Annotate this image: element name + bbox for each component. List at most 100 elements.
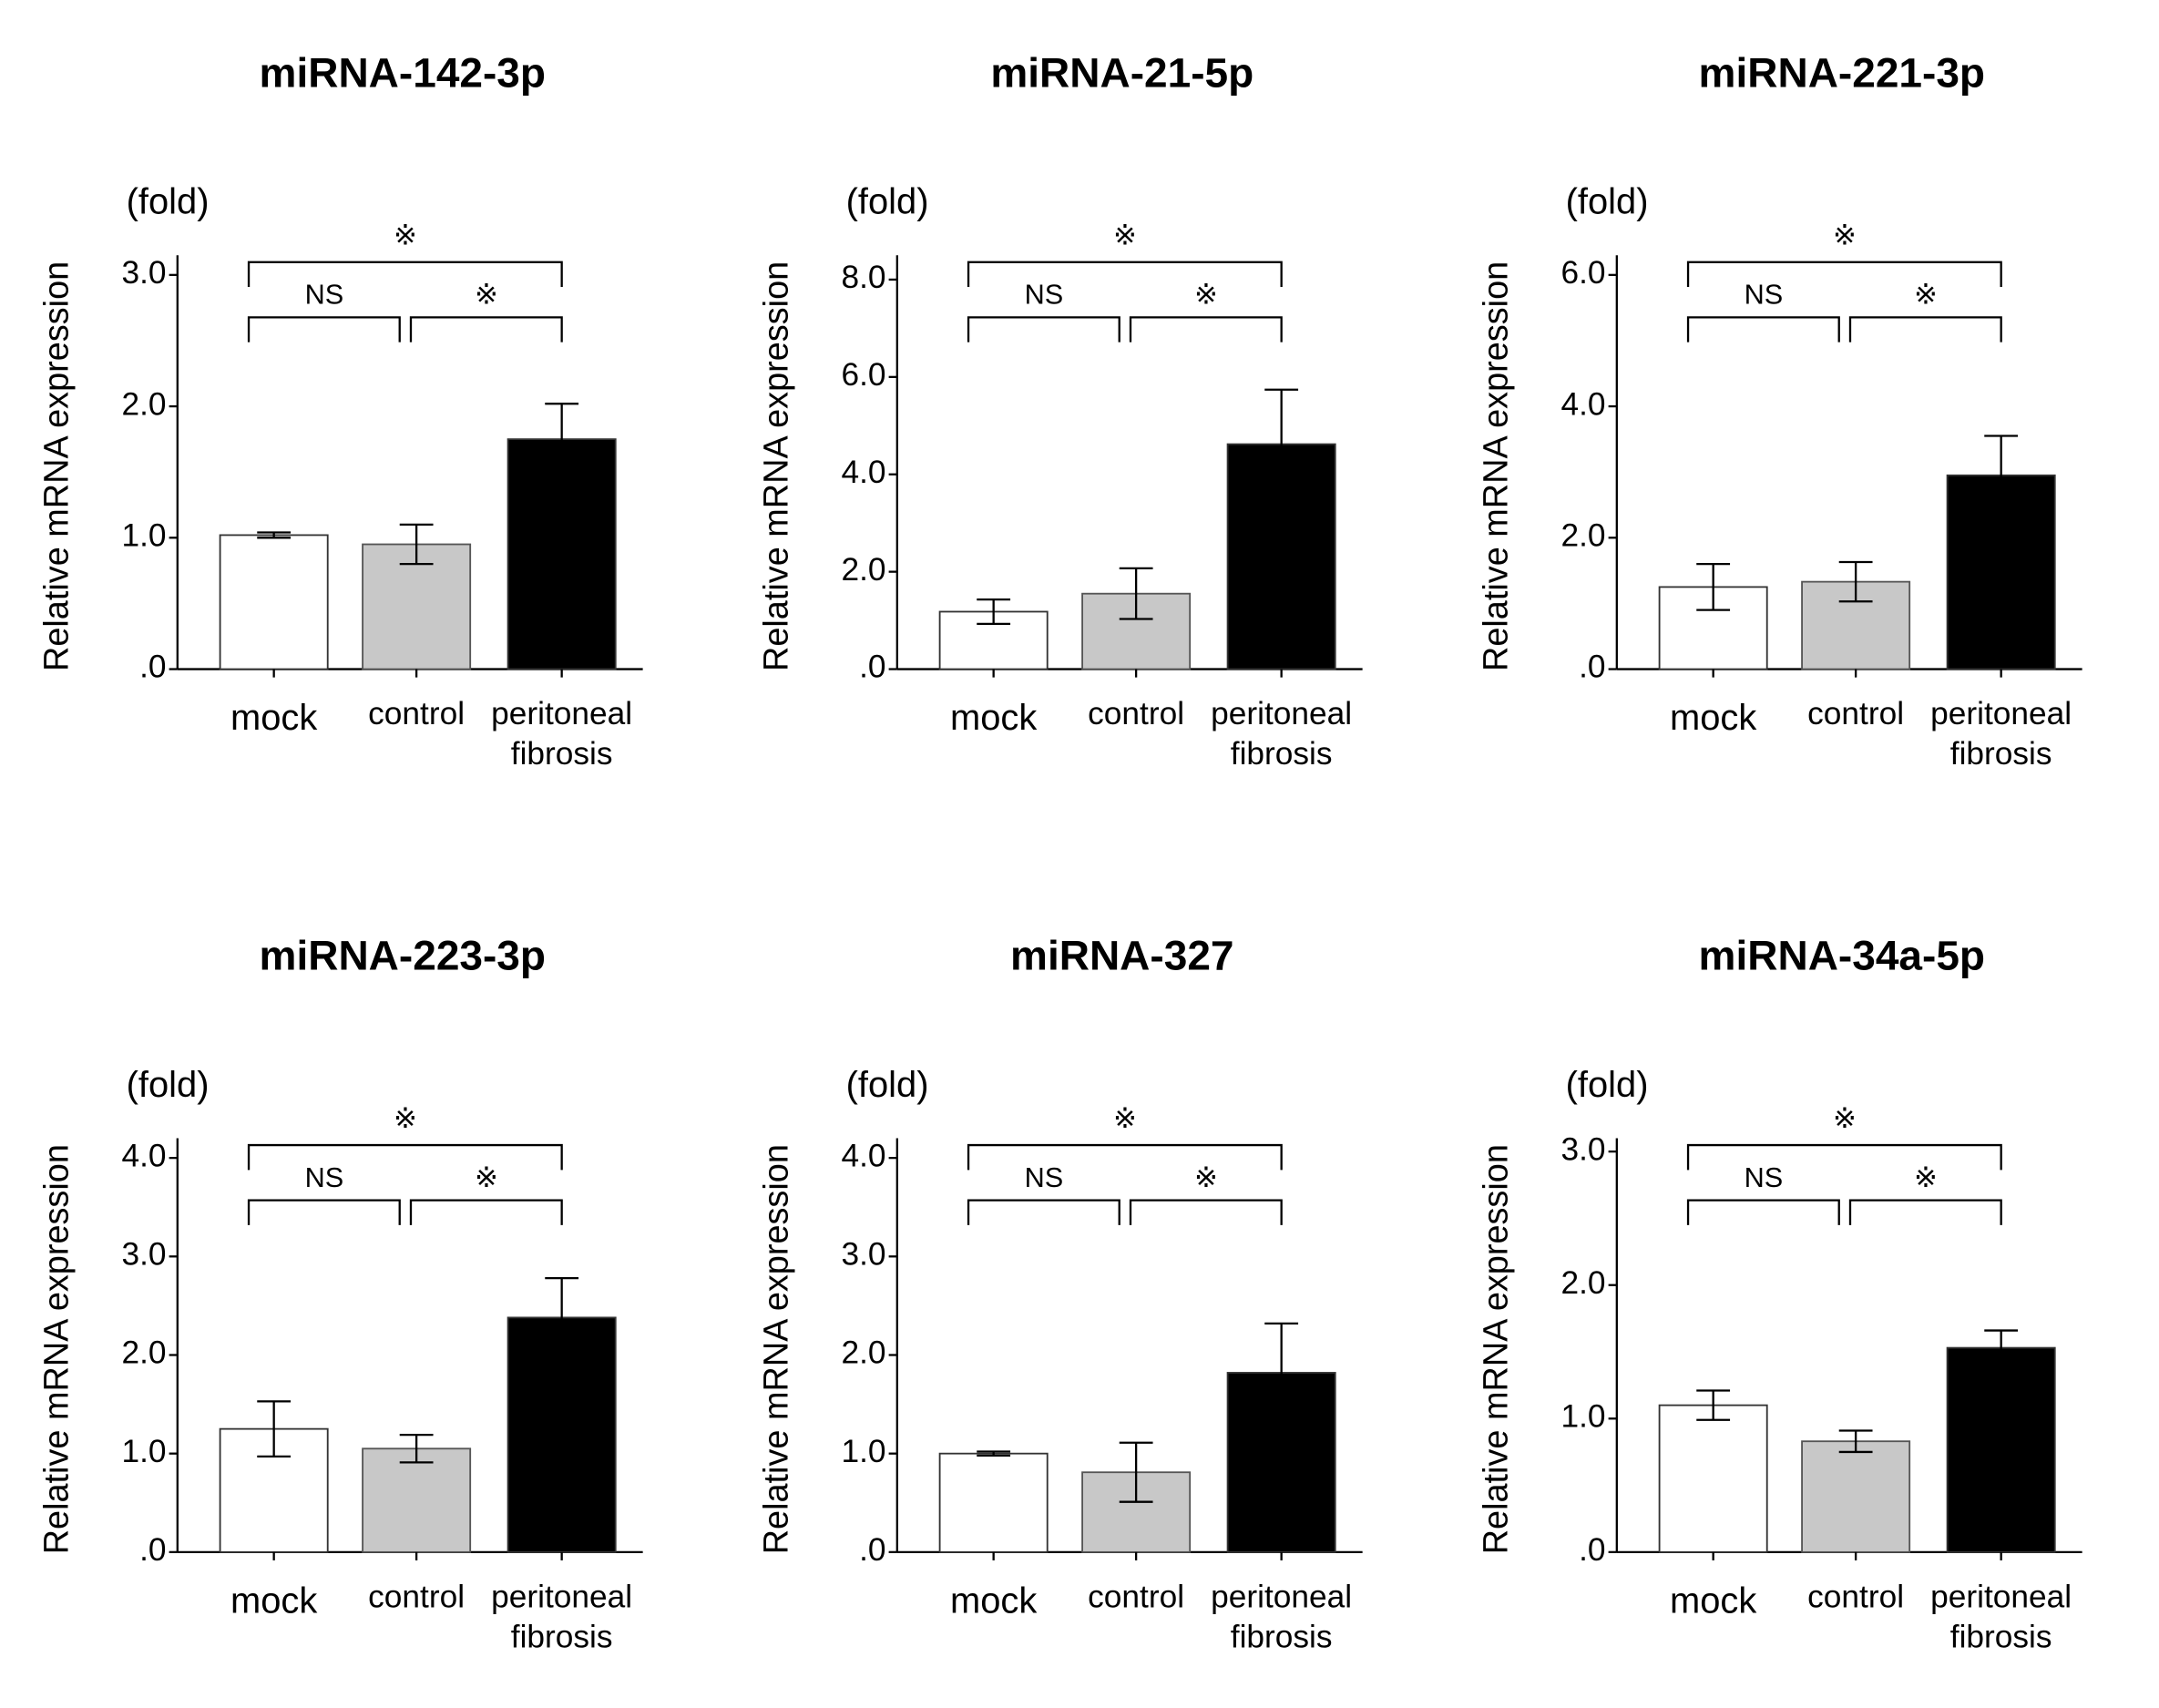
x-tick-label-box: peritoneal fibrosis	[1930, 695, 2072, 772]
unit-label: (fold)	[846, 1065, 929, 1105]
significance-label: ※	[475, 280, 498, 311]
significance-bracket	[1686, 1199, 1840, 1225]
significance-bracket	[1129, 316, 1283, 343]
significance-label: ※	[394, 1103, 417, 1134]
chart-title: miRNA-34a-5p	[1699, 933, 1985, 979]
significance-label: ※	[1194, 1162, 1218, 1193]
y-tick-label: 4.0	[841, 1139, 885, 1174]
y-tick-label: 2.0	[841, 552, 885, 588]
unit-label: (fold)	[1566, 1065, 1649, 1105]
y-tick-label: 2.0	[1560, 518, 1605, 554]
x-tick-label: mock	[950, 696, 1038, 739]
significance-bracket	[967, 1199, 1120, 1225]
error-bar	[1696, 1389, 1731, 1421]
y-tick-label: 2.0	[841, 1335, 885, 1371]
x-tick-label: peritoneal fibrosis	[1211, 695, 1353, 772]
y-tick-label: 6.0	[1560, 255, 1605, 291]
unit-label: (fold)	[127, 1065, 210, 1105]
significance-bracket	[967, 316, 1120, 343]
chart-title: miRNA-327	[1010, 933, 1233, 979]
bar	[1946, 1346, 2056, 1553]
significance-label: ※	[1914, 1162, 1938, 1193]
y-tick-label: 1.0	[121, 518, 166, 554]
significance-bracket	[1129, 1199, 1283, 1225]
significance-label: NS	[1745, 1162, 1784, 1193]
x-tick-label-box: control	[1088, 695, 1185, 731]
significance-bracket	[247, 316, 401, 343]
x-tick-label-box: peritoneal fibrosis	[1930, 1578, 2072, 1654]
error-bar	[1119, 1441, 1153, 1503]
y-axis-label: Relative mRNA expression	[37, 1144, 76, 1554]
x-tick-label: peritoneal fibrosis	[1211, 1578, 1353, 1654]
bar	[1801, 1440, 1911, 1553]
x-tick-label: mock	[230, 696, 318, 739]
x-tick-label: control	[368, 1578, 466, 1615]
significance-label: ※	[1914, 280, 1938, 311]
significance-bracket	[1848, 1199, 2002, 1225]
error-bar	[1264, 388, 1299, 500]
x-tick-label-box: mock	[950, 1580, 1038, 1621]
error-bar	[1838, 1429, 1873, 1454]
y-tick-label: 3.0	[1560, 1132, 1605, 1168]
x-tick-label-box: mock	[950, 696, 1038, 739]
bar	[506, 438, 617, 670]
x-tick-label: control	[1088, 695, 1185, 731]
y-tick-label: 8.0	[841, 260, 885, 295]
x-tick-label: peritoneal fibrosis	[1930, 1578, 2072, 1654]
x-tick-label-box: mock	[230, 696, 318, 739]
x-tick-label: control	[1088, 1578, 1185, 1615]
x-tick-label: peritoneal fibrosis	[491, 695, 633, 772]
x-tick-label-box: peritoneal fibrosis	[1211, 1578, 1353, 1654]
unit-label: (fold)	[127, 182, 210, 222]
bar	[362, 543, 472, 670]
chart-title: miRNA-221-3p	[1699, 50, 1985, 97]
significance-label: ※	[394, 220, 417, 251]
x-tick-label: peritoneal fibrosis	[1930, 695, 2072, 772]
error-bar	[257, 531, 292, 539]
y-axis-label: Relative mRNA expression	[757, 1144, 795, 1554]
x-tick-label-box: mock	[1670, 1580, 1757, 1621]
significance-label: NS	[1025, 1162, 1064, 1193]
significance-label: NS	[305, 280, 344, 311]
y-tick-label: 4.0	[841, 455, 885, 490]
error-bar	[545, 403, 579, 476]
y-tick-label: 4.0	[121, 1139, 166, 1174]
significance-bracket	[247, 261, 563, 288]
x-tick-label: mock	[1670, 1580, 1757, 1621]
error-bar	[257, 1400, 292, 1458]
significance-bracket	[409, 316, 563, 343]
y-axis-label: Relative mRNA expression	[757, 261, 795, 671]
y-tick-label: 3.0	[121, 1237, 166, 1273]
x-tick-label-box: mock	[1670, 696, 1757, 739]
error-bar	[545, 1276, 579, 1358]
y-tick-label: 4.0	[1560, 386, 1605, 422]
y-tick-label: 1.0	[121, 1434, 166, 1469]
x-tick-label: mock	[950, 1580, 1038, 1621]
error-bar	[1264, 1322, 1299, 1424]
x-tick-label: peritoneal fibrosis	[491, 1578, 633, 1654]
y-tick-label: 3.0	[841, 1237, 885, 1273]
significance-label: ※	[1113, 220, 1137, 251]
significance-bracket	[1848, 316, 2002, 343]
error-bar	[1696, 563, 1731, 611]
y-tick-label: 3.0	[121, 255, 166, 291]
bar	[1658, 1404, 1768, 1553]
y-tick-label: 2.0	[1560, 1265, 1605, 1301]
significance-label: ※	[1833, 220, 1857, 251]
y-tick-label: .0	[1579, 649, 1605, 685]
unit-label: (fold)	[1566, 182, 1649, 222]
x-tick-label-box: control	[1807, 695, 1905, 731]
error-bar	[1984, 435, 2019, 516]
significance-label: ※	[475, 1162, 498, 1193]
x-tick-label-box: mock	[230, 1580, 318, 1621]
x-tick-label: mock	[230, 1580, 318, 1621]
x-tick-label: control	[1807, 695, 1905, 731]
significance-label: NS	[1025, 280, 1064, 311]
error-bar	[399, 1433, 434, 1464]
x-tick-label: mock	[1670, 696, 1757, 739]
x-tick-label-box: control	[1807, 1579, 1904, 1614]
significance-bracket	[247, 1199, 401, 1225]
significance-label: ※	[1833, 1103, 1857, 1134]
significance-bracket	[967, 1143, 1283, 1171]
unit-label: (fold)	[846, 182, 929, 222]
